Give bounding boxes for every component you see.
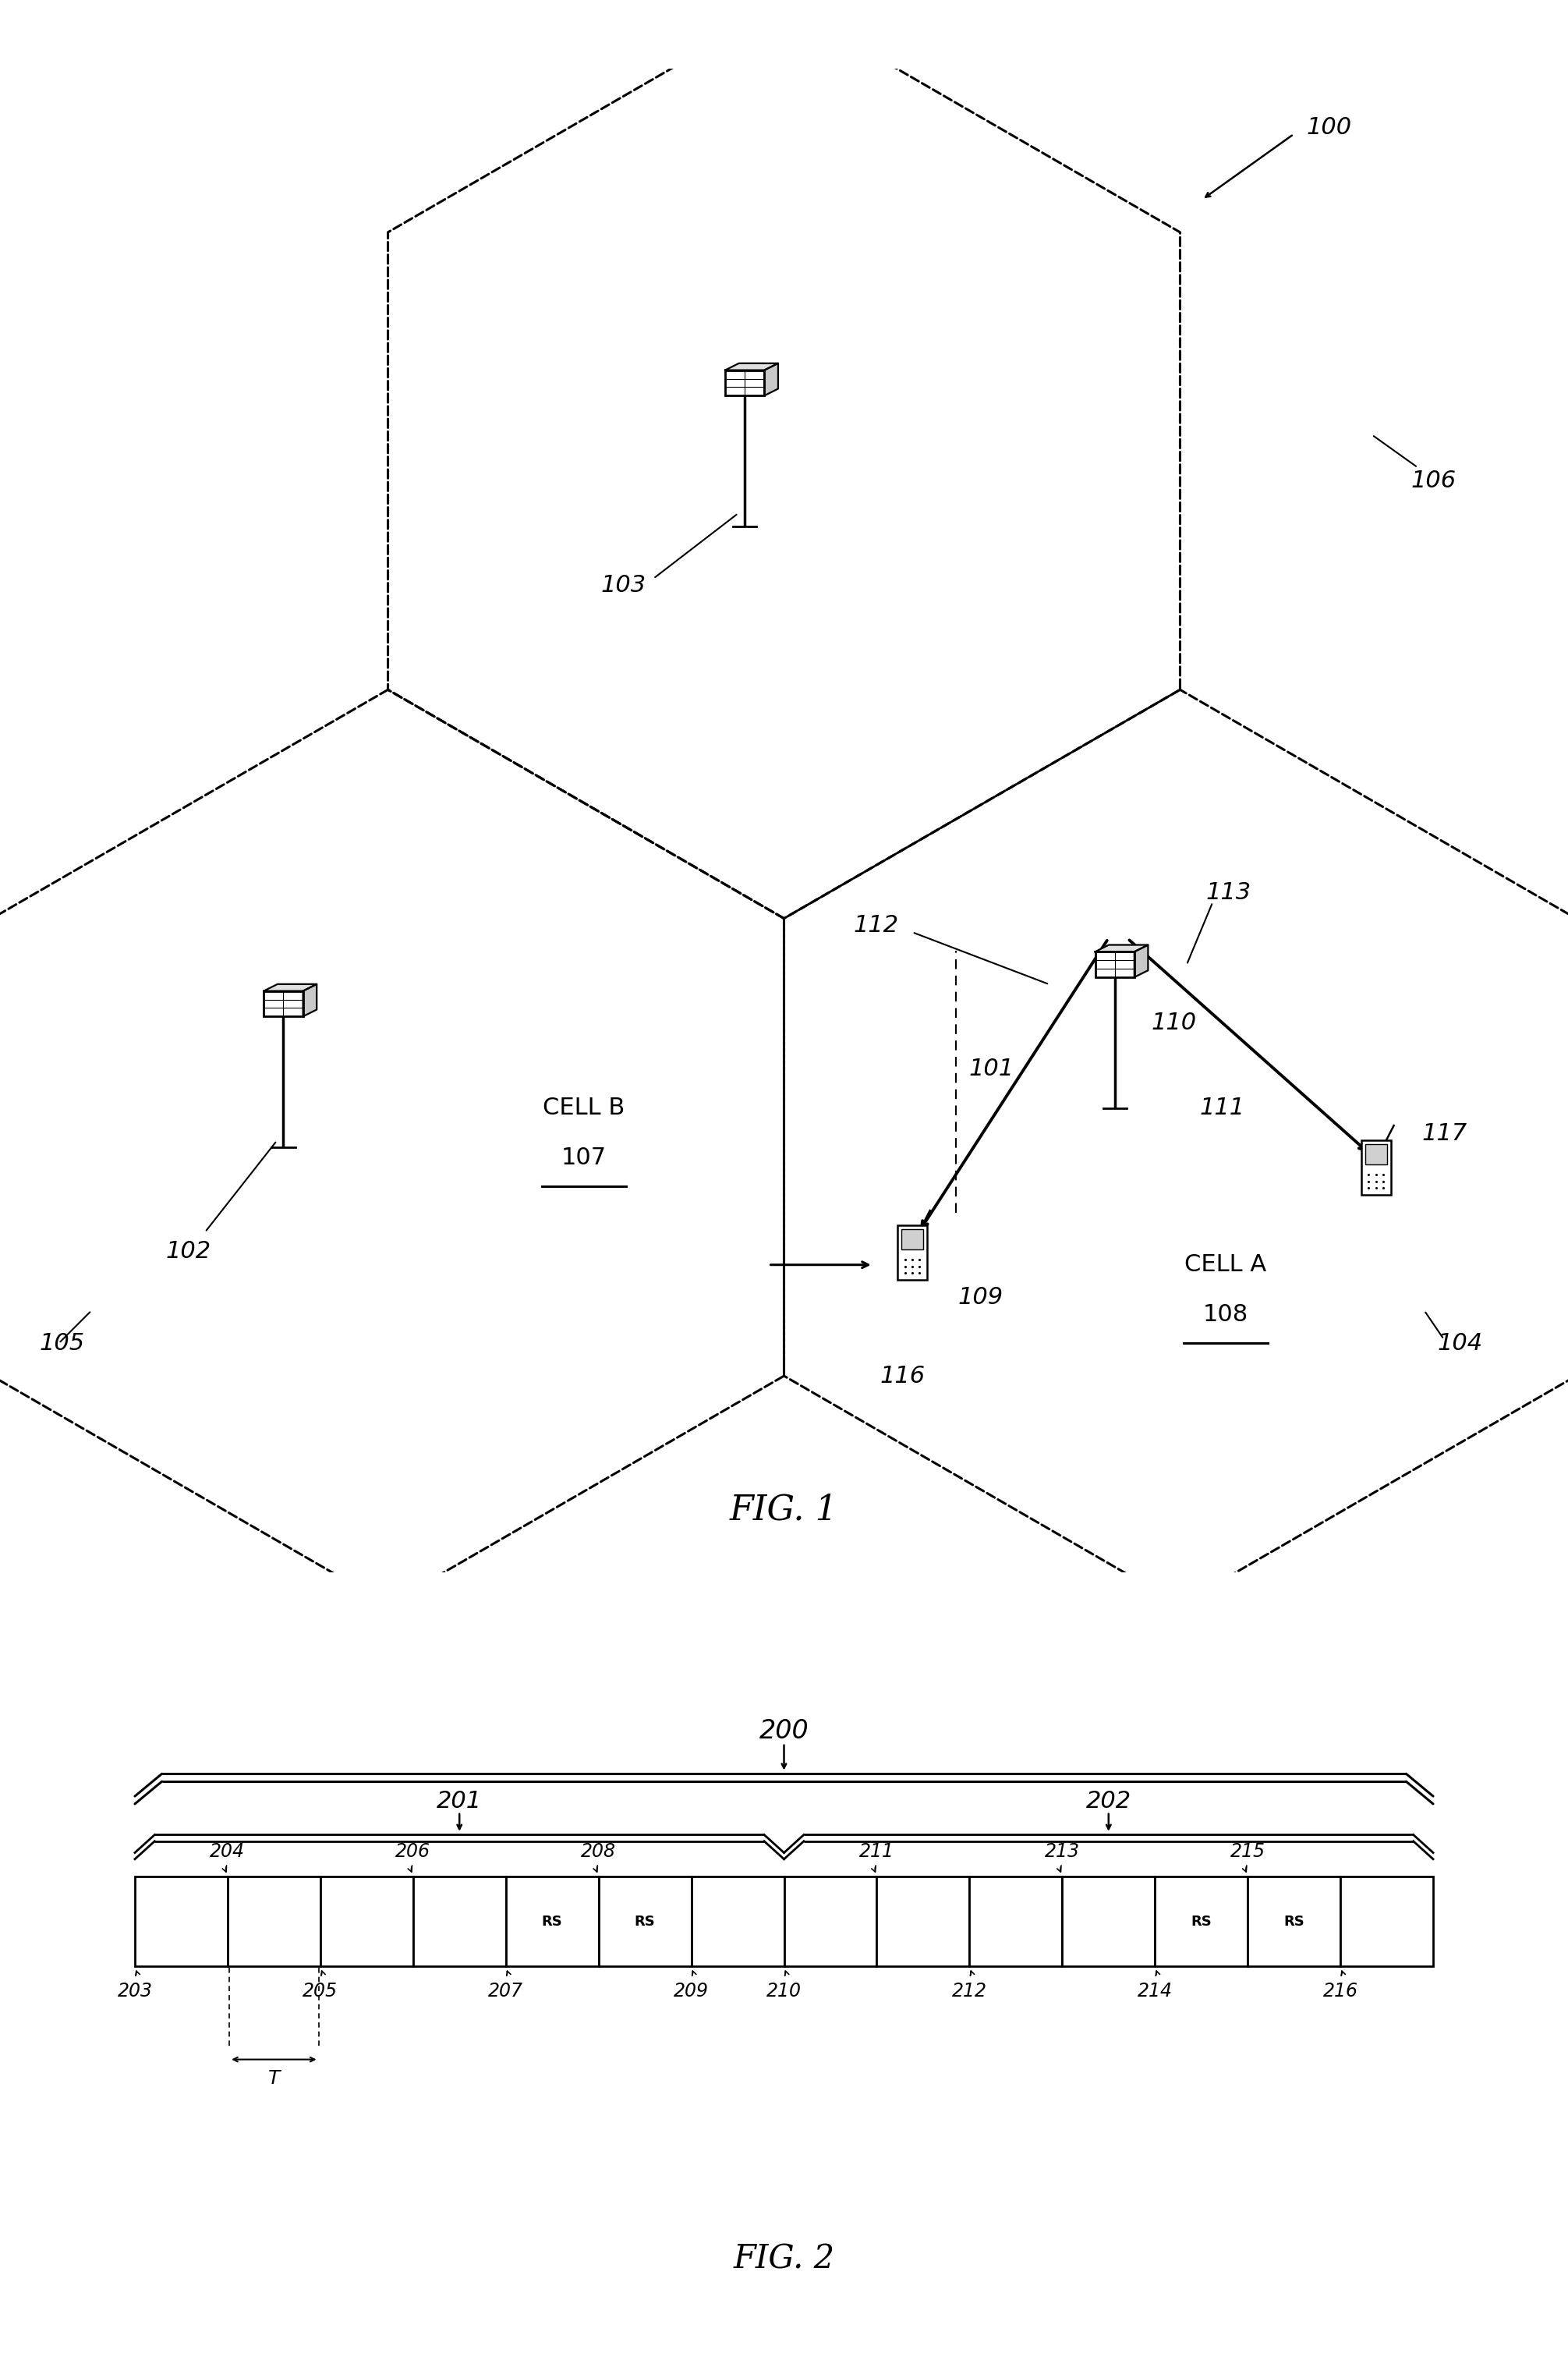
FancyBboxPatch shape xyxy=(897,1225,927,1279)
Text: 206: 206 xyxy=(395,1843,431,1862)
Text: 111: 111 xyxy=(1200,1096,1245,1120)
Text: 210: 210 xyxy=(767,1981,801,2000)
Text: 204: 204 xyxy=(210,1843,245,1862)
Text: 215: 215 xyxy=(1231,1843,1265,1862)
Bar xyxy=(1248,1876,1341,1967)
Text: 107: 107 xyxy=(561,1146,607,1170)
Text: 106: 106 xyxy=(1411,468,1457,492)
Polygon shape xyxy=(1134,944,1148,977)
Text: 211: 211 xyxy=(859,1843,894,1862)
FancyBboxPatch shape xyxy=(1366,1144,1388,1165)
Polygon shape xyxy=(724,364,778,371)
Text: 100: 100 xyxy=(1306,117,1352,138)
Text: 207: 207 xyxy=(488,1981,524,2000)
Bar xyxy=(320,1876,412,1967)
Text: 208: 208 xyxy=(582,1843,616,1862)
Polygon shape xyxy=(764,364,778,395)
Text: 102: 102 xyxy=(166,1241,212,1263)
FancyBboxPatch shape xyxy=(724,371,764,395)
Bar xyxy=(1156,1876,1248,1967)
Bar xyxy=(691,1876,784,1967)
Bar xyxy=(135,1876,227,1967)
FancyBboxPatch shape xyxy=(1361,1139,1391,1194)
Text: 205: 205 xyxy=(303,1981,337,2000)
Text: 203: 203 xyxy=(118,1981,152,2000)
Text: 110: 110 xyxy=(1151,1011,1196,1034)
Text: 202: 202 xyxy=(1087,1791,1131,1812)
Bar xyxy=(877,1876,969,1967)
Text: 213: 213 xyxy=(1044,1843,1080,1862)
Text: 101: 101 xyxy=(969,1058,1014,1080)
Text: RS: RS xyxy=(635,1914,655,1929)
Bar xyxy=(969,1876,1062,1967)
Text: 108: 108 xyxy=(1203,1303,1248,1325)
Text: 109: 109 xyxy=(958,1286,1004,1308)
Text: 113: 113 xyxy=(1206,882,1251,904)
Text: CELL A: CELL A xyxy=(1185,1253,1267,1277)
FancyBboxPatch shape xyxy=(263,992,303,1015)
Polygon shape xyxy=(303,984,317,1015)
Text: 212: 212 xyxy=(952,1981,986,2000)
Polygon shape xyxy=(263,984,317,992)
Bar xyxy=(227,1876,320,1967)
Bar xyxy=(1341,1876,1433,1967)
Text: RS: RS xyxy=(541,1914,563,1929)
Text: FIG. 1: FIG. 1 xyxy=(729,1493,839,1527)
Bar xyxy=(784,1876,877,1967)
Text: 116: 116 xyxy=(880,1365,925,1386)
Bar xyxy=(599,1876,691,1967)
Text: 117: 117 xyxy=(1422,1122,1468,1146)
Polygon shape xyxy=(1094,944,1148,951)
Text: RS: RS xyxy=(1190,1914,1212,1929)
Text: FIG. 2: FIG. 2 xyxy=(734,2242,834,2276)
Text: T: T xyxy=(268,2069,281,2088)
Text: 216: 216 xyxy=(1323,1981,1358,2000)
Text: 200: 200 xyxy=(759,1719,809,1743)
Text: CELL B: CELL B xyxy=(543,1096,626,1120)
Text: 105: 105 xyxy=(39,1332,85,1355)
Text: 201: 201 xyxy=(437,1791,481,1812)
Bar xyxy=(506,1876,599,1967)
Text: 103: 103 xyxy=(601,573,646,597)
Text: RS: RS xyxy=(1284,1914,1305,1929)
Bar xyxy=(412,1876,506,1967)
FancyBboxPatch shape xyxy=(1094,951,1134,977)
Bar xyxy=(1062,1876,1156,1967)
Text: 104: 104 xyxy=(1438,1332,1483,1355)
Text: 214: 214 xyxy=(1137,1981,1173,2000)
Text: 112: 112 xyxy=(853,913,898,937)
FancyBboxPatch shape xyxy=(902,1229,924,1248)
Text: 209: 209 xyxy=(674,1981,709,2000)
